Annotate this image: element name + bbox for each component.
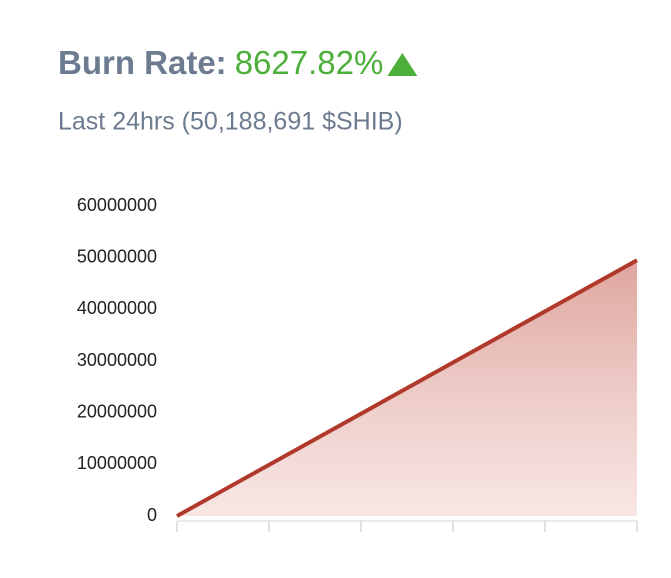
line bbox=[176, 258, 638, 518]
y-tick-label: 60000000 bbox=[77, 195, 157, 215]
up-arrow bbox=[387, 53, 418, 76]
title-label: Burn Rate: bbox=[58, 44, 227, 81]
chart-subtitle: Last 24hrs (50,188,691 $SHIB) bbox=[58, 108, 403, 136]
y-tick-label: 40000000 bbox=[77, 298, 157, 318]
chart-title: Burn Rate: 8627.82% bbox=[58, 44, 383, 81]
y-tick-label: 50000000 bbox=[77, 246, 157, 266]
y-tick-label: 20000000 bbox=[77, 401, 157, 421]
y-tick-label: 0 bbox=[147, 505, 157, 525]
y-tick-label: 10000000 bbox=[77, 453, 157, 473]
title-value: 8627.82% bbox=[235, 44, 384, 81]
y-tick-label: 30000000 bbox=[77, 350, 157, 370]
